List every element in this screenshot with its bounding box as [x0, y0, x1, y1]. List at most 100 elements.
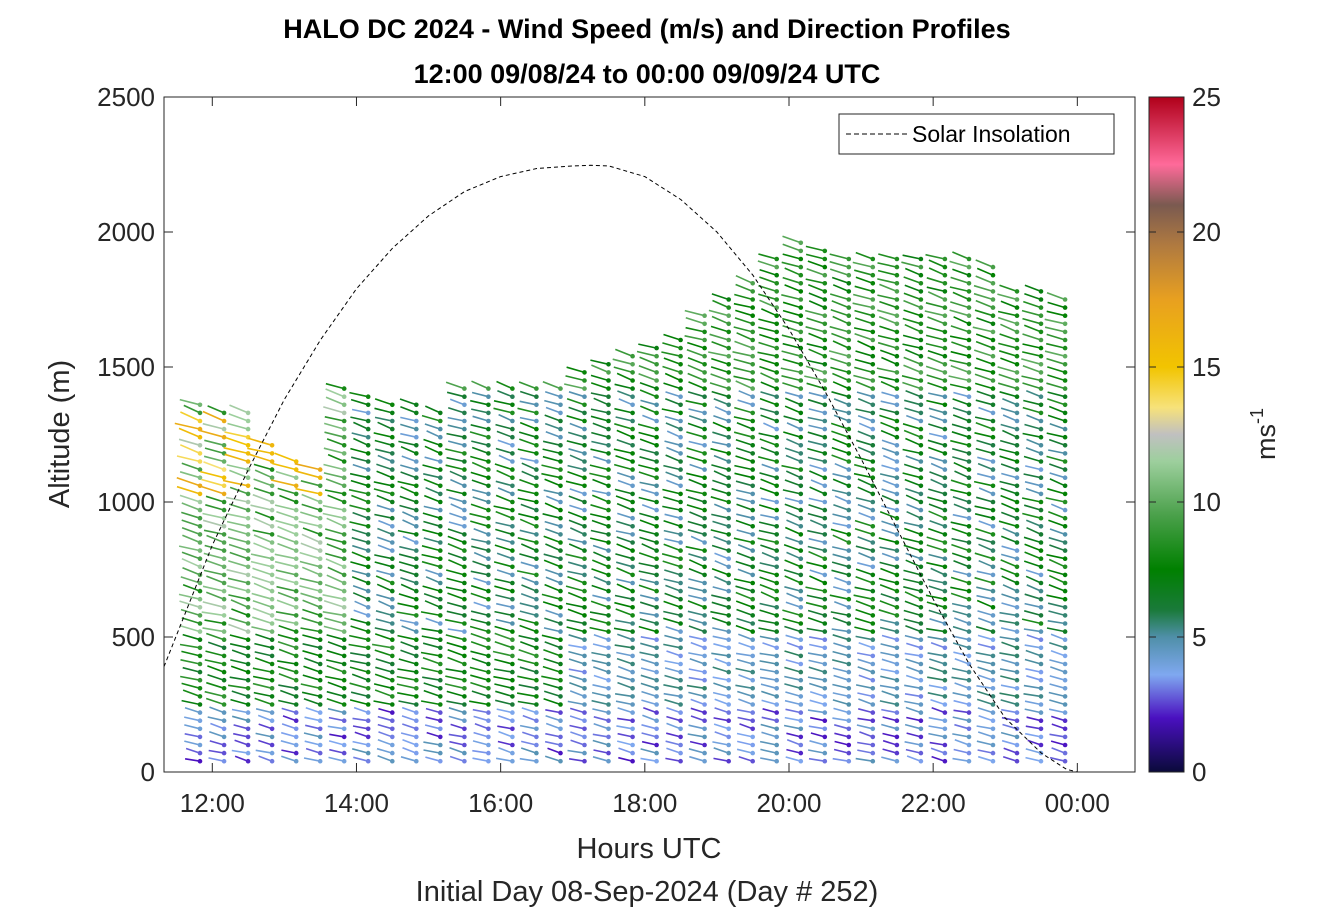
- wind-vector: [517, 658, 537, 665]
- wind-vector: [1047, 620, 1066, 625]
- wind-vector: [685, 489, 705, 495]
- wind-vector-head: [341, 443, 347, 448]
- wind-vector: [881, 391, 898, 398]
- wind-vector: [203, 455, 225, 463]
- wind-vector: [401, 706, 417, 714]
- wind-vector: [205, 697, 225, 706]
- wind-vector-head: [942, 459, 948, 464]
- wind-vector: [713, 536, 729, 544]
- wind-vector-head: [197, 588, 203, 594]
- wind-vector: [231, 749, 249, 754]
- wind-vector-head: [486, 613, 491, 618]
- wind-vector-head: [846, 669, 852, 675]
- wind-vector: [425, 716, 441, 722]
- wind-vector-head: [1038, 758, 1044, 764]
- wind-vector: [325, 388, 345, 398]
- wind-vector: [950, 521, 970, 528]
- wind-vector: [784, 526, 802, 536]
- y-axis-label: Altitude (m): [44, 360, 76, 508]
- wind-vector-head: [606, 596, 611, 602]
- wind-vector-head: [798, 548, 804, 553]
- wind-vector-head: [990, 483, 996, 489]
- wind-vector: [711, 464, 729, 471]
- wind-vector-head: [245, 588, 251, 594]
- wind-vector-head: [966, 434, 972, 440]
- wind-vector-head: [245, 564, 251, 570]
- wind-vector-head: [894, 621, 900, 626]
- wind-vector-head: [798, 605, 804, 610]
- wind-vector-head: [582, 386, 587, 391]
- wind-vector: [422, 512, 441, 519]
- wind-vector: [807, 431, 826, 438]
- wind-vector-head: [678, 386, 683, 391]
- wind-vector: [665, 454, 681, 463]
- wind-vector-head: [774, 410, 779, 416]
- wind-vector-head: [1062, 596, 1068, 602]
- wind-vector: [689, 740, 705, 746]
- wind-vector: [541, 472, 561, 479]
- wind-vector: [351, 432, 369, 438]
- wind-vector: [974, 505, 994, 511]
- wind-vector-head: [678, 686, 683, 691]
- wind-vector-head: [341, 694, 347, 699]
- wind-vector: [902, 317, 922, 325]
- wind-vector-head: [942, 734, 948, 740]
- wind-vector-head: [990, 426, 996, 432]
- wind-vector-head: [918, 661, 924, 667]
- wind-vector: [758, 619, 777, 625]
- wind-vector: [399, 495, 417, 503]
- wind-vector: [906, 665, 922, 673]
- wind-vector-head: [486, 532, 491, 537]
- wind-vector: [615, 700, 633, 706]
- wind-vector: [713, 757, 729, 762]
- wind-vector-head: [510, 394, 515, 400]
- wind-vector-head: [606, 362, 611, 367]
- wind-vector: [952, 635, 970, 641]
- wind-vector: [181, 462, 201, 471]
- wind-vector-head: [558, 507, 563, 513]
- wind-vector-head: [486, 507, 491, 513]
- wind-vector-head: [1038, 702, 1044, 707]
- wind-vector: [926, 544, 946, 552]
- wind-vector-head: [269, 710, 275, 715]
- wind-vector: [423, 478, 441, 487]
- wind-vector: [252, 682, 273, 690]
- wind-vector: [640, 594, 657, 600]
- wind-vector-head: [822, 329, 828, 335]
- wind-vector-head: [486, 475, 491, 481]
- wind-vector-head: [582, 483, 587, 489]
- wind-vector: [664, 698, 681, 706]
- wind-vector: [831, 489, 849, 495]
- wind-vector-head: [1062, 605, 1068, 610]
- wind-vector: [952, 642, 970, 649]
- wind-vector-head: [462, 426, 467, 432]
- wind-vector: [661, 351, 681, 357]
- wind-vector-head: [654, 507, 659, 513]
- wind-vector-head: [942, 515, 948, 521]
- wind-vector: [785, 708, 801, 714]
- wind-vector-head: [822, 394, 828, 400]
- wind-vector-head: [966, 386, 972, 391]
- wind-vector: [592, 708, 609, 714]
- colorbar-tick-label: 10: [1192, 487, 1221, 517]
- wind-vector-head: [630, 758, 635, 764]
- wind-vector: [544, 641, 561, 649]
- wind-vector: [831, 454, 850, 463]
- wind-vector: [400, 464, 417, 471]
- wind-vector-head: [486, 686, 491, 691]
- wind-vector-head: [918, 459, 924, 464]
- wind-vector: [493, 400, 513, 406]
- wind-vector: [565, 602, 585, 609]
- wind-vector-head: [870, 645, 876, 651]
- wind-vector-head: [750, 710, 755, 715]
- wind-vector-head: [774, 386, 779, 391]
- wind-vector: [422, 528, 441, 536]
- wind-vector: [903, 544, 922, 552]
- wind-vector: [492, 650, 513, 657]
- wind-vector: [663, 357, 681, 366]
- wind-vector-head: [918, 264, 924, 270]
- wind-vector-head: [558, 605, 563, 610]
- wind-vector-head: [702, 459, 707, 464]
- wind-vector-head: [750, 718, 755, 723]
- wind-vector: [782, 309, 802, 317]
